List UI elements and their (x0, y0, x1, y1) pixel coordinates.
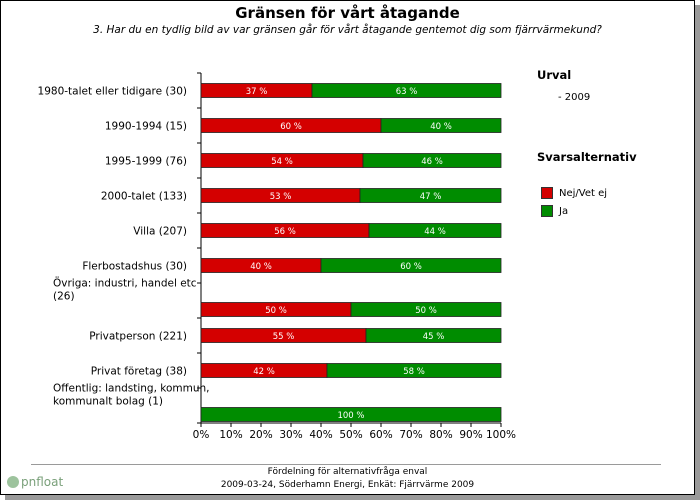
legend-label-ja: Ja (559, 206, 569, 217)
bar-segment (365, 328, 502, 343)
bar-segment (200, 407, 502, 422)
category-label: 1990-1994 (15) (105, 121, 187, 133)
bar-value-label: 42 % (253, 367, 275, 377)
bar-segment (368, 223, 502, 238)
footer-line-1: Fördelning för alternativfråga enval (267, 467, 428, 477)
bar-chart: 0% 10% 20% 30% 40% 50% 60% 70% 80% 90% 100% 1980-ta… (38, 72, 516, 441)
x-tick-label: 30% (279, 429, 302, 441)
bar-segment (320, 258, 502, 273)
bar-value-label: 40 % (430, 122, 452, 132)
chart-title: Gränsen för vårt åtagande (235, 4, 460, 22)
bar-segment (350, 302, 502, 317)
bar-value-label: 37 % (246, 87, 268, 97)
bar-segment (362, 153, 502, 168)
x-tick-label: 20% (249, 429, 272, 441)
x-tick-label: 50% (339, 429, 362, 441)
x-tick-label: 10% (219, 429, 242, 441)
category-label: (26) (53, 291, 75, 303)
bar-value-label: 55 % (273, 332, 295, 342)
x-tick-label: 100% (486, 429, 516, 441)
category-label: kommunalt bolag (1) (53, 396, 163, 408)
bar-value-label: 53 % (270, 192, 292, 202)
brand-logo: pnfloat (7, 475, 63, 489)
bar-value-label: 44 % (424, 227, 446, 237)
footer-line-2: 2009-03-24, Söderhamn Energi, Enkät: Fjä… (220, 480, 475, 490)
category-label: 1980-talet eller tidigare (30) (38, 86, 187, 98)
logo-icon (7, 476, 19, 488)
bar-segment (380, 118, 502, 133)
bar-value-label: 45 % (423, 332, 445, 342)
category-label: Privat företag (38) (91, 366, 187, 378)
legend-label-nej: Nej/Vet ej (559, 188, 608, 199)
bar-value-label: 60 % (400, 262, 422, 272)
bar-value-label: 54 % (271, 157, 293, 167)
footer-divider (31, 464, 661, 465)
category-label: Offentlig: landsting, kommun, (53, 383, 210, 395)
bar-segment (359, 188, 502, 203)
x-tick-label: 70% (399, 429, 422, 441)
category-label: 2000-talet (133) (101, 191, 187, 203)
bar-value-label: 58 % (403, 367, 425, 377)
legend-swatch-nej (541, 187, 553, 199)
legend-urval-item: - 2009 (558, 92, 591, 103)
x-tick-label: 90% (459, 429, 482, 441)
bar-value-label: 100 % (337, 411, 364, 421)
category-label: Villa (207) (133, 226, 187, 238)
legend-urval-title: Urval (537, 68, 572, 82)
bar-segment (326, 363, 502, 378)
bar-segment (311, 83, 502, 98)
x-tick-label: 40% (309, 429, 332, 441)
bar-value-label: 56 % (274, 227, 296, 237)
x-tick-label: 0% (193, 429, 210, 441)
bar-value-label: 46 % (421, 157, 443, 167)
legend-answers-title: Svarsalternativ (537, 150, 637, 164)
category-label: Övriga: industri, handel etc (53, 277, 197, 290)
bar-value-label: 50 % (265, 306, 287, 316)
x-tick-label: 80% (429, 429, 452, 441)
bar-value-label: 63 % (396, 87, 418, 97)
chart-subtitle: 3. Har du en tydlig bild av var gränsen … (93, 24, 602, 36)
logo-text: pnfloat (21, 475, 64, 489)
bar-value-label: 50 % (415, 306, 437, 316)
category-label: Privatperson (221) (89, 331, 187, 343)
bar-value-label: 40 % (250, 262, 272, 272)
bar-value-label: 47 % (420, 192, 442, 202)
legend-swatch-ja (541, 205, 553, 217)
category-label: 1995-1999 (76) (105, 156, 187, 168)
bar-value-label: 60 % (280, 122, 302, 132)
category-label: Flerbostadshus (30) (82, 261, 187, 273)
x-tick-label: 60% (369, 429, 392, 441)
